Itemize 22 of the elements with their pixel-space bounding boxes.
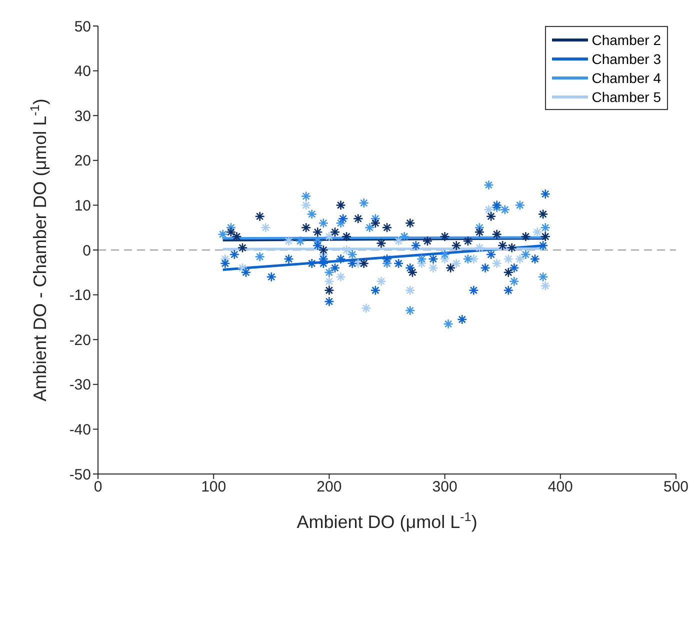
y-tick-label: -40: [69, 422, 91, 439]
y-tick-label: 40: [74, 63, 91, 80]
x-tick-label: 400: [548, 478, 573, 496]
x-tick-label: 100: [201, 478, 226, 496]
y-tick-label: 30: [74, 108, 91, 125]
x-axis-title: Ambient DO (μmol L$^{-1}$): [296, 510, 478, 532]
x-tick-label: 300: [432, 478, 458, 496]
y-tick-label: -50: [69, 466, 91, 484]
y-tick-label: 20: [74, 152, 91, 170]
x-tick-label: 0: [94, 478, 102, 496]
y-tick-label: 50: [74, 18, 91, 36]
x-tick-label: 500: [663, 478, 689, 496]
legend-label: Chamber 2: [592, 32, 661, 48]
legend-label: Chamber 4: [592, 70, 661, 86]
y-tick-label: -20: [69, 332, 91, 349]
y-tick-label: -10: [69, 287, 91, 304]
legend-label: Chamber 3: [592, 50, 661, 66]
legend-label: Chamber 5: [592, 88, 661, 104]
y-tick-label: 0: [82, 242, 91, 260]
y-tick-label: 10: [74, 198, 91, 215]
x-tick-label: 200: [316, 478, 342, 496]
y-tick-label: -30: [69, 376, 91, 394]
